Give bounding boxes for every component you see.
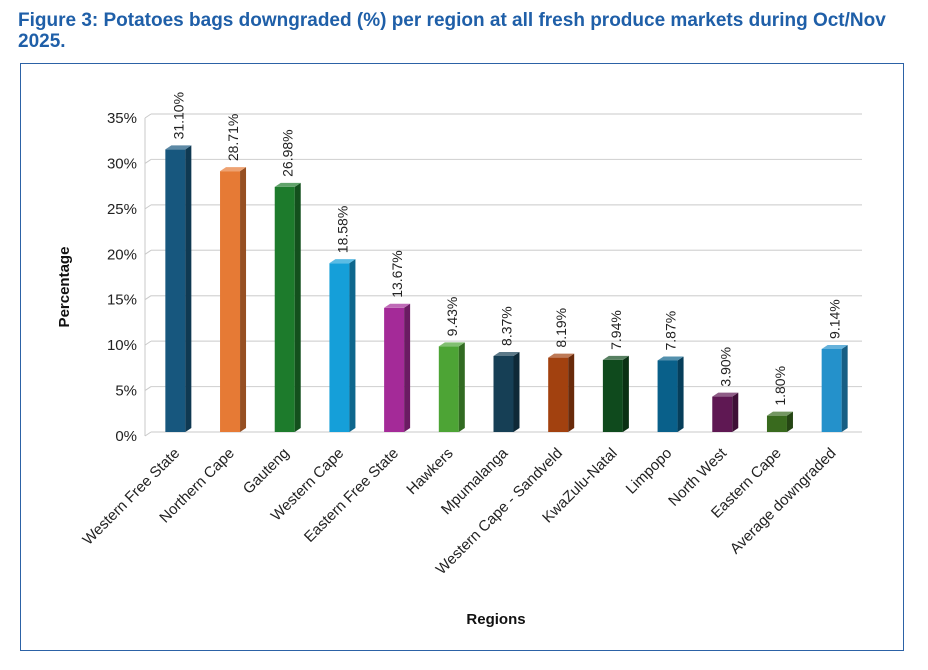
bar-front (220, 171, 241, 432)
y-tick-label: 20% (107, 246, 137, 263)
gridline-depth (144, 159, 152, 164)
data-labels: 31.10% 28.71% 26.98% 18.58% 13.67% 9.43% 8.37%… (170, 92, 842, 406)
bar (548, 353, 575, 432)
y-tick-label: 25% (107, 201, 137, 218)
data-label: 1.80% (772, 366, 788, 406)
bar-front (821, 348, 842, 432)
bar (438, 342, 465, 432)
gridline-depth (144, 295, 152, 301)
bar (274, 182, 301, 432)
data-label: 7.87% (663, 311, 679, 351)
bar-top (493, 351, 520, 356)
data-label: 9.43% (444, 297, 460, 337)
bar-top (384, 303, 411, 308)
bar-top (821, 344, 848, 349)
bar (602, 355, 629, 432)
bar-side (404, 303, 411, 432)
x-tick-label: Eastern Free State (301, 445, 402, 546)
x-axis-title: Regions (466, 611, 525, 628)
bar (712, 392, 739, 432)
data-label: 31.10% (170, 92, 186, 139)
bar (766, 411, 793, 432)
bar-side (786, 411, 793, 432)
bar-top (438, 342, 465, 347)
y-axis-ticks: 0% 5% 10% 15% 20% 25% 30% 35% (107, 110, 137, 445)
bar-top (657, 356, 684, 361)
bar-top (274, 182, 301, 187)
bar-side (841, 344, 848, 432)
y-tick-label: 30% (107, 155, 137, 172)
bar-front (384, 307, 405, 432)
bar-front (766, 415, 787, 432)
bar (493, 351, 520, 432)
bar-front (329, 263, 350, 432)
bar-side (294, 182, 301, 432)
gridline-depth (144, 431, 152, 437)
gridline-depth (144, 113, 152, 119)
bar (821, 344, 848, 432)
gridline-depth (144, 386, 152, 391)
x-tick-label: Hawkers (403, 445, 456, 498)
data-label: 13.67% (389, 250, 405, 297)
y-tick-label: 10% (107, 337, 137, 354)
gridline-depth (144, 204, 152, 210)
bar (329, 259, 356, 432)
bar-side (732, 392, 739, 432)
bar (165, 145, 192, 433)
bar-front (165, 149, 186, 433)
bar-top (548, 353, 575, 358)
bar-top (220, 167, 247, 172)
bar-top (766, 411, 793, 416)
bar (384, 303, 411, 432)
y-tick-label: 35% (107, 110, 137, 127)
data-label: 8.19% (553, 308, 569, 348)
bar-top (602, 355, 629, 360)
bar-side (185, 145, 192, 433)
data-label: 26.98% (280, 129, 296, 176)
bar (220, 167, 247, 432)
bar-front (548, 357, 569, 432)
gridline-depth (144, 340, 152, 346)
bar-top (329, 259, 356, 264)
bar-side (349, 259, 356, 432)
bar-top (165, 145, 192, 150)
x-tick-label: Gauteng (240, 445, 293, 498)
bar-front (657, 360, 678, 432)
data-label: 3.90% (717, 347, 733, 387)
data-label: 8.37% (499, 306, 515, 346)
x-tick-label: Western Free State (79, 445, 183, 549)
bar-side (568, 353, 575, 432)
y-tick-label: 5% (115, 383, 137, 400)
bar-side (240, 167, 247, 432)
y-tick-label: 15% (107, 292, 137, 309)
chart-frame (20, 63, 904, 651)
bar-side (677, 356, 684, 432)
bar-side (622, 355, 629, 432)
data-label: 9.14% (827, 299, 843, 339)
bar-top (712, 392, 739, 397)
bar-front (602, 359, 623, 432)
x-tick-label: Limpopo (623, 445, 676, 498)
bar-side (513, 351, 520, 432)
figure-title: Figure 3: Potatoes bags downgraded (%) p… (18, 10, 886, 52)
bar (657, 356, 684, 432)
y-tick-label: 0% (115, 428, 137, 445)
data-label: 7.94% (608, 310, 624, 350)
bar-side (458, 342, 465, 432)
data-label: 28.71% (225, 114, 241, 161)
data-label: 18.58% (334, 206, 350, 253)
bar-front (274, 186, 295, 432)
bars (165, 145, 848, 433)
gridline-depth (144, 249, 152, 255)
y-axis-title: Percentage (56, 247, 73, 328)
bar-front (493, 355, 514, 432)
x-tick-label: Average downgraded (727, 445, 840, 558)
bar-front (712, 396, 733, 432)
bar-front (438, 346, 459, 432)
